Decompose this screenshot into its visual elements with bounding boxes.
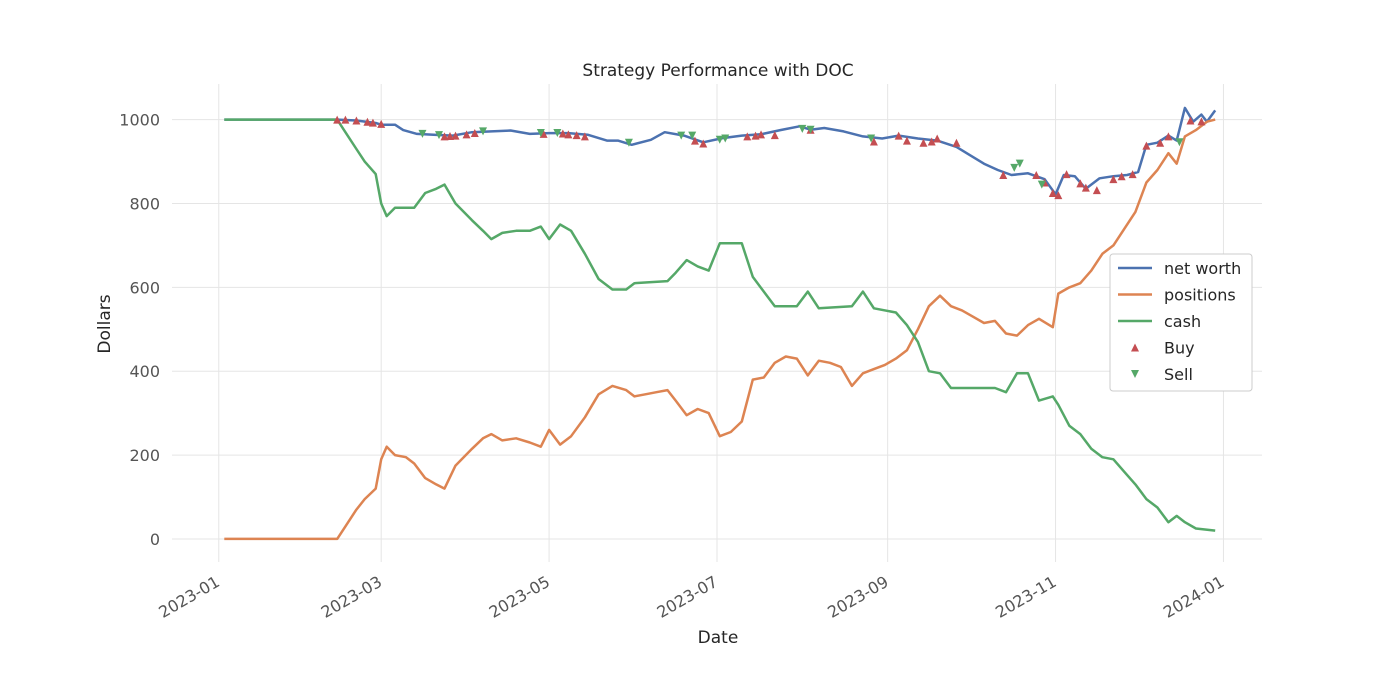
chart-title: Strategy Performance with DOC: [582, 61, 853, 81]
y-tick-label: 600: [129, 278, 160, 297]
buy-marker: [558, 129, 567, 138]
buy-marker: [699, 139, 708, 148]
buy-marker: [1054, 191, 1063, 200]
legend-label: Sell: [1164, 365, 1193, 384]
buy-marker: [869, 137, 878, 146]
buy-marker: [1109, 175, 1118, 184]
sell-marker: [418, 129, 427, 138]
y-axis-ticks: 0 200 400 600 800 1000: [119, 111, 160, 549]
series-line-cash: [224, 118, 1216, 532]
buy-marker: [1092, 186, 1101, 195]
buy-marker: [1142, 141, 1151, 150]
series-line-net-worth: [224, 106, 1217, 196]
buy-marker: [1032, 170, 1041, 179]
sell-marker: [721, 134, 730, 143]
buy-marker: [952, 138, 961, 147]
buy-marker: [770, 131, 779, 140]
buy-marker: [580, 132, 589, 141]
y-tick-label: 1000: [119, 111, 160, 130]
buy-marker: [1117, 172, 1126, 181]
buy-marker: [1076, 179, 1085, 188]
sell-marker: [688, 131, 697, 140]
buy-marker: [470, 129, 479, 138]
y-tick-label: 800: [129, 195, 160, 214]
buy-marker: [446, 131, 455, 140]
legend-buy-marker: [1131, 343, 1139, 352]
buy-marker: [1186, 116, 1195, 125]
buy-marker: [1081, 183, 1090, 192]
buy-marker: [377, 119, 386, 128]
sell-marker: [553, 129, 562, 138]
legend-label: cash: [1164, 312, 1201, 331]
buy-marker: [1128, 170, 1137, 179]
series-line-positions: [224, 118, 1216, 541]
buy-marker: [933, 134, 942, 143]
sell-marker: [806, 125, 815, 134]
sell-marker: [536, 129, 545, 138]
buy-marker: [999, 170, 1008, 179]
y-tick-label: 0: [150, 530, 160, 549]
series-lines: [224, 106, 1217, 541]
sell-marker: [479, 127, 488, 136]
trade-markers: [333, 115, 1206, 200]
buy-marker: [368, 118, 377, 127]
buy-marker: [894, 131, 903, 140]
sell-marker: [1175, 138, 1184, 147]
buy-marker: [1156, 138, 1165, 147]
legend-box: [1109, 253, 1253, 392]
legend-label: net worth: [1164, 259, 1241, 278]
y-tick-label: 400: [129, 362, 160, 381]
x-axis-title: Date: [698, 628, 739, 648]
sell-marker: [1037, 180, 1046, 189]
buy-marker: [927, 137, 936, 146]
sell-marker: [867, 134, 876, 143]
sell-marker: [1010, 163, 1019, 172]
sell-marker: [715, 135, 724, 144]
buy-marker: [462, 130, 471, 139]
legend-sell-marker: [1131, 370, 1139, 378]
y-axis-title: Dollars: [95, 294, 115, 353]
buy-marker: [757, 130, 766, 139]
sell-marker: [677, 131, 686, 140]
buy-marker: [1197, 117, 1206, 126]
buy-marker: [363, 117, 372, 126]
buy-marker: [690, 136, 699, 145]
buy-marker: [743, 132, 752, 141]
buy-marker: [451, 131, 460, 140]
buy-marker: [1062, 170, 1071, 179]
buy-marker: [572, 131, 581, 140]
buy-marker: [440, 132, 449, 141]
buy-marker: [1048, 189, 1057, 198]
buy-marker: [352, 116, 361, 125]
sell-marker: [434, 131, 443, 140]
buy-marker: [564, 130, 573, 139]
buy-marker: [341, 115, 350, 124]
sell-marker: [1015, 159, 1024, 168]
buy-marker: [919, 138, 928, 147]
buy-marker: [902, 136, 911, 145]
buy-marker: [539, 129, 548, 138]
legend-label: positions: [1164, 286, 1236, 305]
buy-marker: [333, 115, 342, 124]
legend: net worth positions cash Buy Sell: [1109, 253, 1253, 392]
buy-marker: [1164, 132, 1173, 141]
legend-label: Buy: [1164, 339, 1195, 358]
grid-lines: [172, 84, 1262, 562]
sell-marker: [798, 124, 807, 133]
sell-marker: [624, 138, 633, 147]
y-tick-label: 200: [129, 446, 160, 465]
